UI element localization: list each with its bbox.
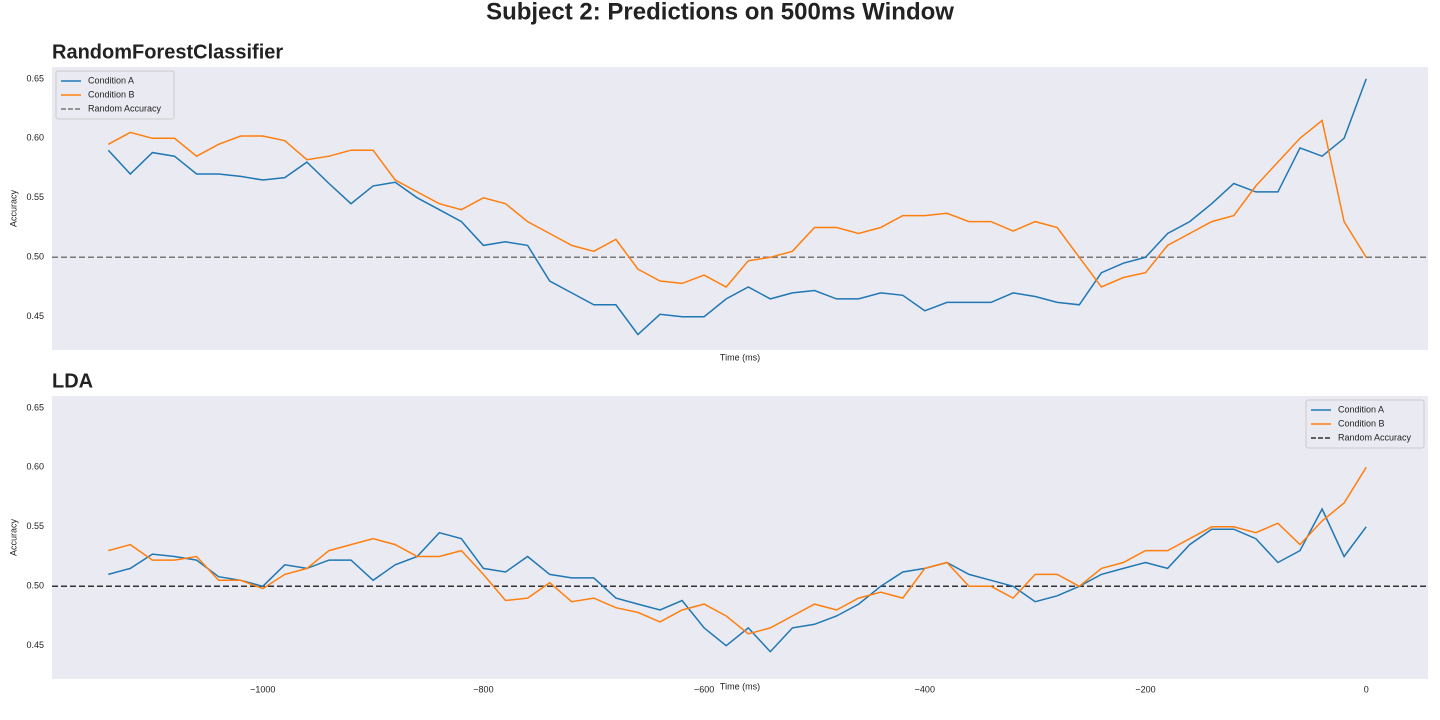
legend-label: Random Accuracy (88, 103, 162, 113)
y-tick-label: 0.55 (26, 192, 44, 202)
y-tick-label: 0.50 (26, 581, 44, 591)
legend-label: Random Accuracy (1338, 432, 1412, 442)
legend-box (1305, 399, 1425, 449)
legend-label: Condition A (1338, 404, 1384, 414)
legend: Condition A Condition B Random Accuracy (1305, 399, 1425, 449)
x-tick-label: −1000 (250, 684, 275, 694)
x-tick-label: −600 (694, 684, 714, 694)
series-line (107, 78, 1367, 336)
x-tick-label: 0 (1364, 684, 1369, 694)
x-tick-label: −400 (915, 684, 935, 694)
y-tick-label: 0.65 (26, 402, 44, 412)
subplot-title: LDA (52, 370, 93, 392)
legend-label: Condition B (88, 89, 135, 99)
y-tick-label: 0.65 (26, 73, 44, 83)
subplot-title: RandomForestClassifier (52, 41, 283, 63)
legend-label: Condition B (1338, 418, 1385, 428)
x-tick-label: −800 (473, 684, 493, 694)
y-tick-label: 0.60 (26, 462, 44, 472)
y-axis-label: Accuracy (8, 189, 18, 227)
y-tick-label: 0.60 (26, 133, 44, 143)
x-axis-label: Time (ms) (720, 681, 760, 691)
y-tick-label: 0.55 (26, 521, 44, 531)
y-axis-label: Accuracy (8, 518, 18, 556)
x-tick-label: −200 (1135, 684, 1155, 694)
y-tick-label: 0.45 (26, 311, 44, 321)
legend: Condition A Condition B Random Accuracy (55, 70, 175, 120)
x-axis-label: Time (ms) (720, 352, 760, 362)
figure-title: Subject 2: Predictions on 500ms Window (486, 0, 954, 25)
y-tick-label: 0.50 (26, 252, 44, 262)
plot-area (52, 67, 1428, 350)
y-tick-label: 0.45 (26, 640, 44, 650)
series-line (107, 119, 1367, 288)
series-line (108, 466, 1367, 635)
plot-area (52, 396, 1428, 679)
legend-box (55, 70, 175, 120)
series-line (108, 507, 1367, 653)
legend-label: Condition A (88, 75, 134, 85)
